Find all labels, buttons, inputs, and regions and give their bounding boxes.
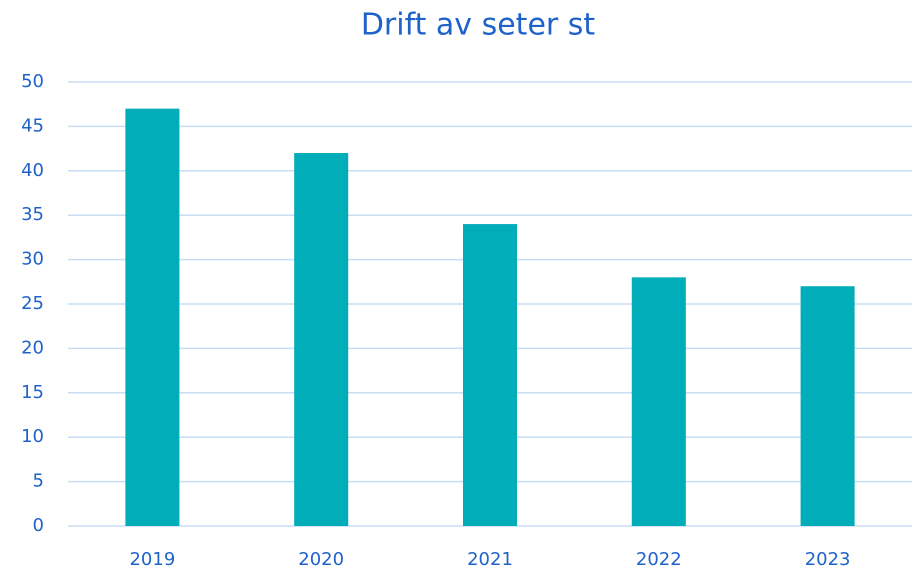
x-tick-label: 2022 [636,549,682,570]
bar [631,277,686,526]
y-tick-label: 30 [21,249,44,270]
chart-title: Drift av seter st [361,8,596,43]
x-tick-label: 2019 [129,549,175,570]
y-tick-label: 20 [21,337,44,358]
y-tick-label: 50 [21,71,44,92]
x-tick-label: 2020 [298,549,344,570]
y-tick-label: 25 [21,293,44,314]
bar [800,286,855,526]
y-tick-label: 45 [21,115,44,136]
x-tick-label: 2021 [467,549,513,570]
bar [125,108,180,526]
y-tick-label: 10 [21,426,44,447]
x-tick-label: 2023 [805,549,851,570]
y-tick-label: 40 [21,160,44,181]
y-tick-label: 15 [21,382,44,403]
y-tick-label: 0 [33,515,44,536]
y-tick-label: 35 [21,204,44,225]
bar [294,153,349,527]
y-tick-label: 5 [33,471,44,492]
bar [462,224,518,526]
